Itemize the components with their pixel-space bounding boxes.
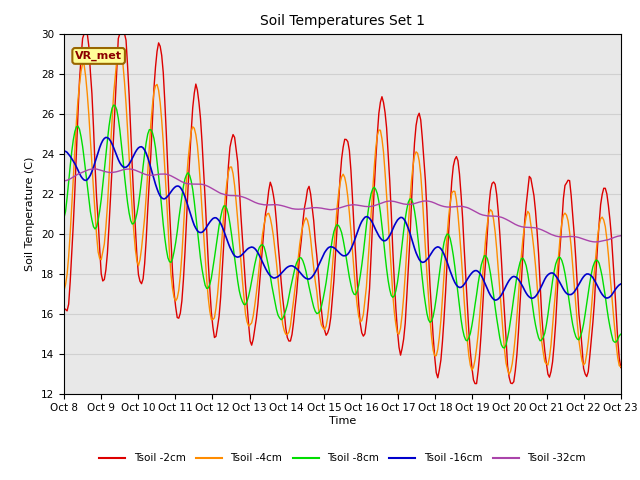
Line: Tsoil -2cm: Tsoil -2cm (64, 34, 621, 384)
Tsoil -32cm (305, 205, 313, 211)
Tsoil -4cm (617, 364, 625, 370)
Tsoil -4cm (589, 287, 596, 293)
Tsoil -32cm (60, 178, 68, 184)
Tsoil -2cm (246, 338, 254, 344)
Tsoil -16cm (617, 281, 625, 287)
Tsoil -4cm (255, 262, 263, 267)
Tsoil -16cm (130, 152, 138, 158)
Line: Tsoil -8cm: Tsoil -8cm (64, 105, 621, 348)
Text: VR_met: VR_met (75, 51, 122, 61)
Tsoil -2cm (305, 183, 313, 189)
Tsoil -16cm (228, 248, 236, 253)
Tsoil -8cm (500, 345, 508, 351)
Tsoil -4cm (228, 164, 236, 170)
Tsoil -2cm (130, 196, 138, 202)
Tsoil -4cm (60, 288, 68, 294)
Line: Tsoil -32cm: Tsoil -32cm (64, 169, 621, 242)
Y-axis label: Soil Temperature (C): Soil Temperature (C) (26, 156, 35, 271)
Tsoil -2cm (617, 365, 625, 371)
Tsoil -32cm (228, 192, 236, 198)
Tsoil -4cm (506, 372, 513, 377)
Tsoil -16cm (60, 148, 68, 154)
Tsoil -2cm (255, 283, 263, 288)
Tsoil -8cm (110, 102, 118, 108)
Tsoil -8cm (60, 215, 68, 221)
Tsoil -32cm (592, 239, 600, 245)
Tsoil -16cm (305, 276, 313, 282)
Tsoil -16cm (102, 134, 109, 140)
Tsoil -2cm (228, 137, 236, 143)
Tsoil -8cm (228, 231, 236, 237)
Tsoil -8cm (305, 284, 313, 289)
Legend: Tsoil -2cm, Tsoil -4cm, Tsoil -8cm, Tsoil -16cm, Tsoil -32cm: Tsoil -2cm, Tsoil -4cm, Tsoil -8cm, Tsoi… (95, 449, 589, 468)
Tsoil -8cm (255, 244, 263, 250)
Tsoil -8cm (617, 331, 625, 337)
Tsoil -2cm (60, 305, 68, 311)
Tsoil -16cm (255, 253, 263, 259)
X-axis label: Time: Time (329, 416, 356, 426)
Tsoil -32cm (130, 167, 138, 173)
Tsoil -4cm (116, 46, 124, 51)
Tsoil -2cm (471, 381, 479, 386)
Tsoil -32cm (617, 233, 625, 239)
Tsoil -8cm (130, 220, 138, 226)
Tsoil -2cm (81, 31, 88, 36)
Tsoil -32cm (588, 239, 595, 244)
Tsoil -2cm (589, 320, 596, 325)
Line: Tsoil -4cm: Tsoil -4cm (64, 48, 621, 374)
Tsoil -8cm (246, 286, 254, 292)
Tsoil -32cm (91, 166, 99, 172)
Tsoil -16cm (589, 275, 596, 280)
Tsoil -32cm (246, 197, 254, 203)
Title: Soil Temperatures Set 1: Soil Temperatures Set 1 (260, 14, 425, 28)
Tsoil -16cm (246, 245, 254, 251)
Tsoil -32cm (255, 201, 263, 207)
Line: Tsoil -16cm: Tsoil -16cm (64, 137, 621, 300)
Tsoil -4cm (130, 228, 138, 234)
Tsoil -4cm (246, 322, 254, 327)
Tsoil -8cm (589, 264, 596, 270)
Tsoil -16cm (492, 297, 499, 303)
Tsoil -4cm (305, 224, 313, 230)
